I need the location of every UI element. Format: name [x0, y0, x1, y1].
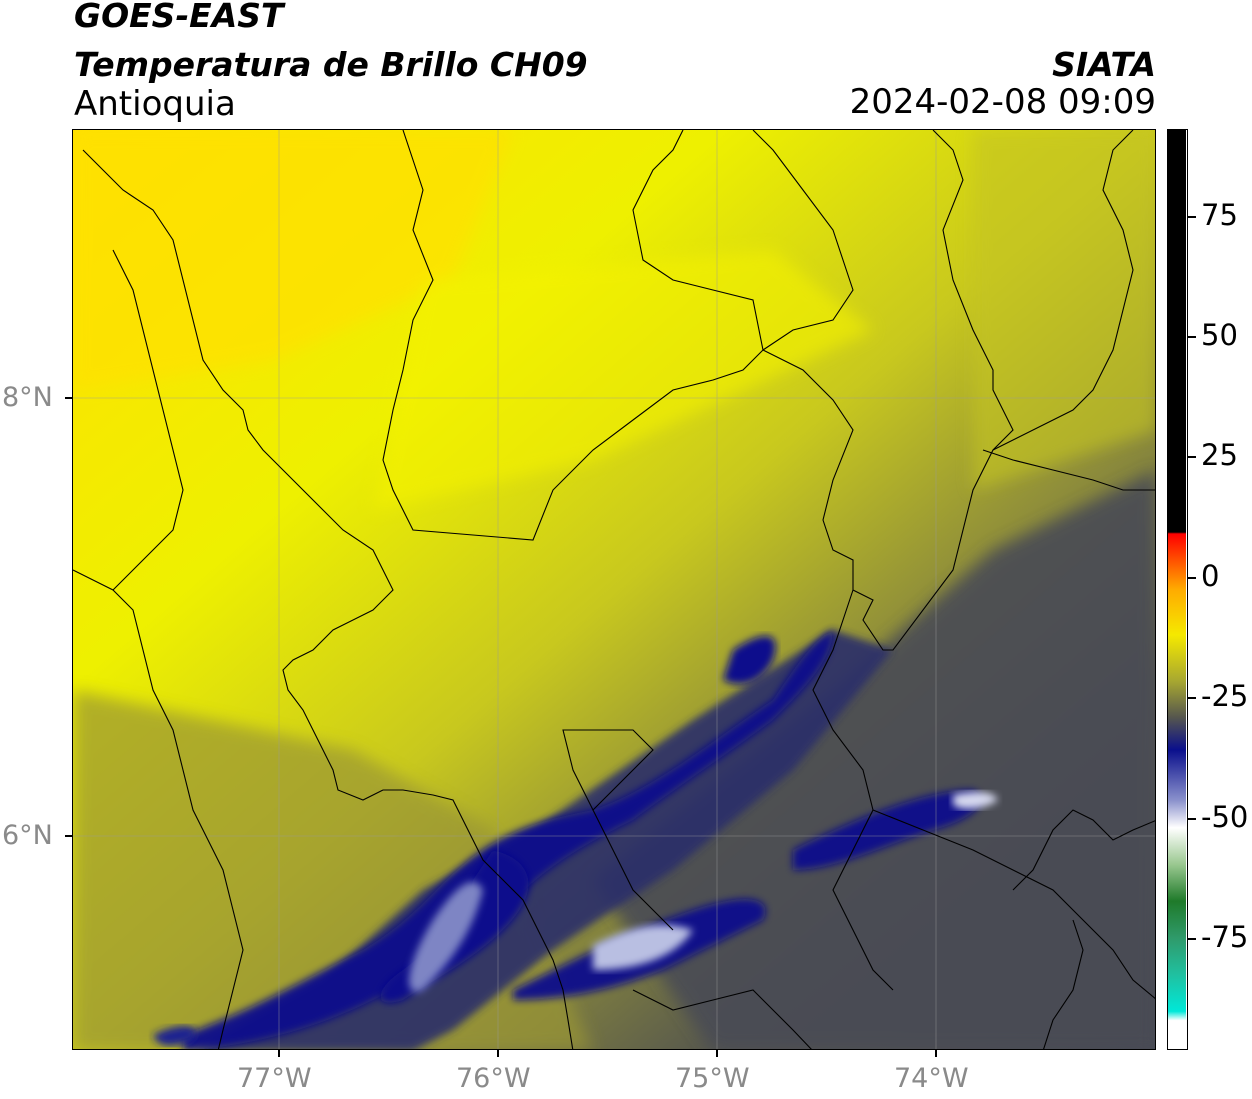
lat-label: 6°N — [2, 820, 53, 851]
lat-label: 8°N — [2, 382, 53, 413]
colorbar-label: 0 — [1201, 559, 1220, 593]
lon-tick — [716, 1050, 718, 1057]
lon-tick — [278, 1050, 280, 1057]
lon-label: 77°W — [237, 1063, 312, 1094]
colorbar-gradient — [1168, 130, 1186, 1048]
colorbar-tick — [1188, 456, 1196, 458]
satellite-title: GOES-EAST — [74, 0, 284, 35]
lat-tick — [65, 835, 72, 837]
lon-tick — [497, 1050, 499, 1057]
colorbar-label: 50 — [1201, 318, 1238, 352]
colorbar-label: 25 — [1201, 438, 1238, 472]
colorbar-tick — [1188, 818, 1196, 820]
colorbar-tick — [1188, 577, 1196, 579]
region-title: Antioquia — [74, 84, 236, 124]
colorbar — [1167, 129, 1188, 1050]
lon-label: 75°W — [675, 1063, 750, 1094]
colorbar-label: -50 — [1201, 800, 1249, 834]
lat-tick — [65, 397, 72, 399]
map-canvas — [73, 130, 1155, 1049]
colorbar-tick — [1188, 216, 1196, 218]
colorbar-tick — [1188, 336, 1196, 338]
colorbar-label: 75 — [1201, 198, 1238, 232]
organization-title: SIATA — [1052, 45, 1156, 84]
colorbar-tick — [1188, 938, 1196, 940]
colorbar-label: -75 — [1201, 920, 1249, 954]
political-borders — [73, 130, 1155, 1049]
datetime-title: 2024-02-08 09:09 — [849, 82, 1156, 122]
colorbar-tick — [1188, 697, 1196, 699]
lon-label: 74°W — [894, 1063, 969, 1094]
colorbar-label: -25 — [1201, 679, 1249, 713]
product-title: Temperatura de Brillo CH09 — [74, 45, 588, 84]
gridlines — [73, 130, 1155, 1049]
brightness-temperature-map — [72, 129, 1156, 1050]
lon-tick — [935, 1050, 937, 1057]
lon-label: 76°W — [456, 1063, 531, 1094]
